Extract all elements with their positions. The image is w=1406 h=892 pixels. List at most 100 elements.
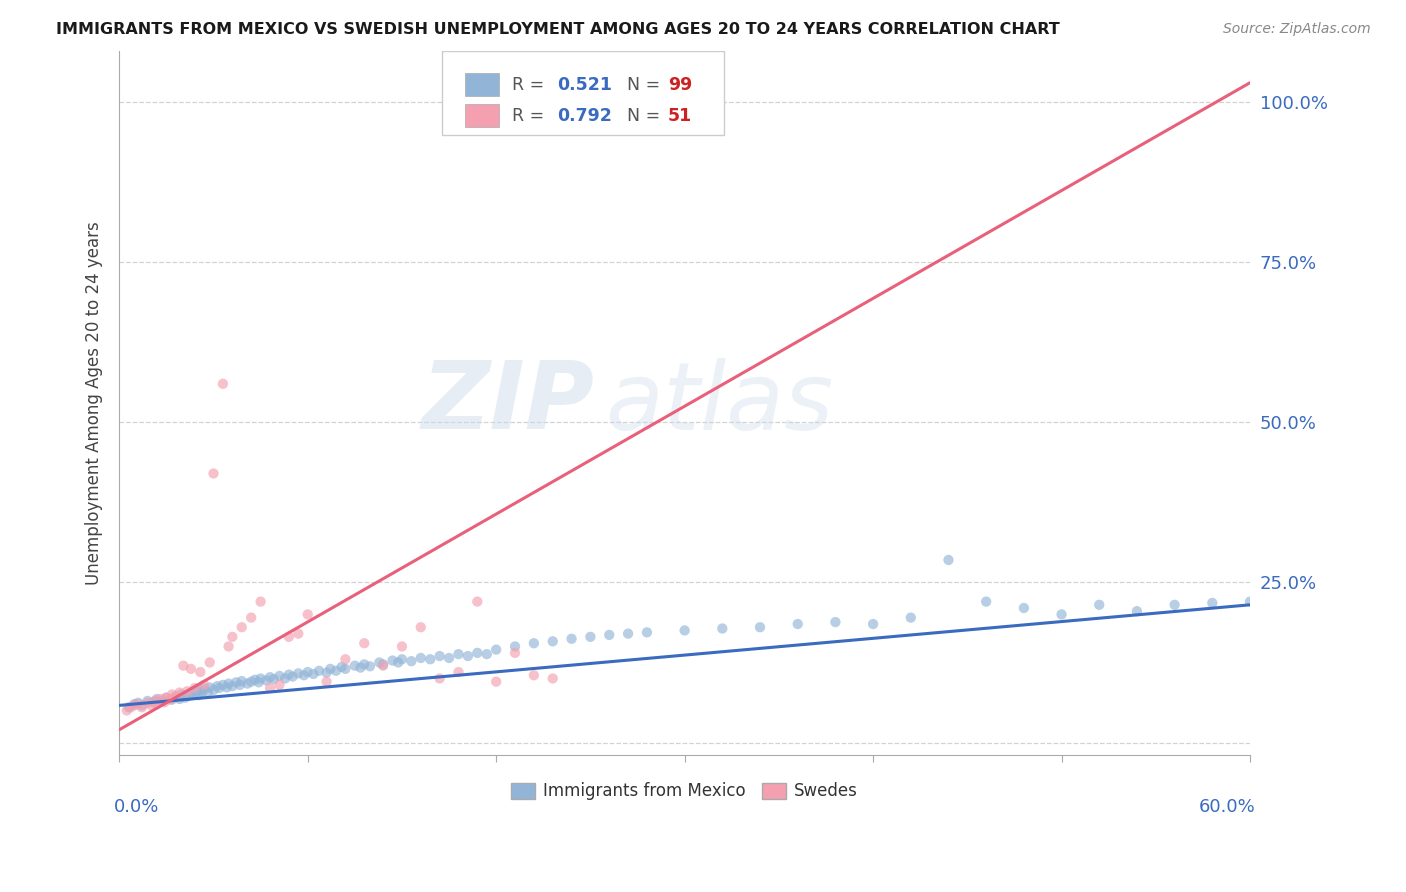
Point [263, 672, 285, 686]
Point [197, 685, 219, 699]
Point [561, 120, 583, 135]
Point [292, 668, 315, 682]
Point [561, 632, 583, 646]
FancyBboxPatch shape [465, 72, 499, 96]
Point [974, 594, 997, 608]
Point [127, 697, 149, 711]
Point [503, 640, 526, 654]
Point [118, 700, 141, 714]
Point [240, 610, 263, 624]
Point [202, 467, 225, 481]
Point [169, 685, 191, 699]
Point [218, 676, 240, 690]
Point [371, 657, 394, 672]
Point [325, 664, 347, 678]
Point [115, 704, 138, 718]
Point [274, 672, 297, 686]
Point [149, 692, 172, 706]
Point [541, 672, 564, 686]
Point [153, 695, 176, 709]
Text: R =: R = [512, 106, 550, 125]
Text: 60.0%: 60.0% [1199, 797, 1256, 815]
Point [467, 646, 489, 660]
Point [297, 607, 319, 622]
Point [131, 700, 153, 714]
Point [231, 673, 253, 688]
Point [215, 681, 238, 695]
Point [437, 651, 460, 665]
Point [711, 622, 734, 636]
Text: IMMIGRANTS FROM MEXICO VS SWEDISH UNEMPLOYMENT AMONG AGES 20 TO 24 YEARS CORRELA: IMMIGRANTS FROM MEXICO VS SWEDISH UNEMPL… [56, 22, 1060, 37]
Point [198, 681, 221, 695]
Point [225, 675, 247, 690]
Point [308, 664, 330, 678]
Point [165, 690, 187, 704]
Point [598, 95, 620, 109]
Point [218, 640, 240, 654]
Point [391, 652, 413, 666]
Point [579, 108, 602, 122]
Point [277, 630, 299, 644]
Point [231, 620, 253, 634]
Point [598, 628, 620, 642]
Point [269, 678, 291, 692]
Point [287, 666, 309, 681]
Point [136, 694, 159, 708]
Point [297, 665, 319, 679]
Point [447, 647, 470, 661]
Legend: Immigrants from Mexico, Swedes: Immigrants from Mexico, Swedes [505, 775, 865, 807]
Point [146, 692, 169, 706]
Point [429, 672, 451, 686]
Point [136, 696, 159, 710]
Point [269, 669, 291, 683]
Point [131, 698, 153, 713]
Y-axis label: Unemployment Among Ages 20 to 24 years: Unemployment Among Ages 20 to 24 years [86, 221, 103, 585]
Point [160, 692, 183, 706]
Point [191, 685, 214, 699]
Point [824, 615, 846, 629]
Text: 99: 99 [668, 76, 692, 94]
Point [1201, 596, 1223, 610]
Point [485, 674, 508, 689]
Point [202, 683, 225, 698]
Point [259, 681, 281, 695]
Point [208, 681, 231, 695]
Point [319, 662, 342, 676]
Point [254, 673, 277, 688]
Point [127, 696, 149, 710]
Point [170, 688, 193, 702]
Point [938, 553, 960, 567]
Point [447, 665, 470, 679]
Point [243, 673, 266, 687]
Point [617, 626, 640, 640]
Point [169, 692, 191, 706]
Point [240, 674, 263, 689]
Point [359, 659, 381, 673]
Point [149, 694, 172, 708]
Point [343, 658, 366, 673]
Point [353, 636, 375, 650]
Point [221, 679, 243, 693]
Point [159, 692, 181, 706]
Text: 0.0%: 0.0% [114, 797, 159, 815]
Point [315, 674, 337, 689]
Point [862, 617, 884, 632]
Point [155, 690, 177, 705]
Text: Source: ZipAtlas.com: Source: ZipAtlas.com [1223, 22, 1371, 37]
Point [636, 625, 658, 640]
Point [349, 660, 371, 674]
Text: ZIP: ZIP [422, 357, 595, 449]
Point [172, 658, 194, 673]
Point [177, 689, 200, 703]
Point [673, 624, 696, 638]
Point [146, 697, 169, 711]
Point [786, 617, 808, 632]
Point [1050, 607, 1073, 622]
Point [142, 695, 165, 709]
Point [124, 697, 146, 711]
Point [249, 672, 271, 686]
Point [155, 690, 177, 705]
Point [335, 652, 357, 666]
Point [503, 646, 526, 660]
Point [391, 640, 413, 654]
